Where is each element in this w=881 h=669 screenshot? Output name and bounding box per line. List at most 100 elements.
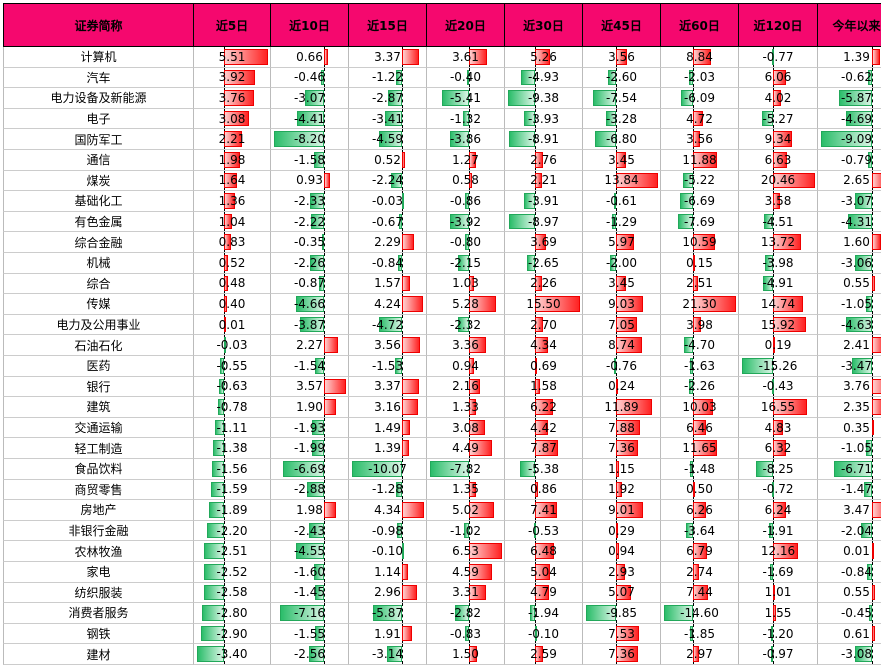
value-cell: 3.31 xyxy=(427,582,505,604)
value-text: -1.28 xyxy=(371,482,404,497)
value-cell: -4.31 xyxy=(818,211,881,233)
data-bar xyxy=(615,522,618,539)
value-text: 1.50 xyxy=(452,647,479,662)
data-bar xyxy=(773,152,787,168)
data-bar xyxy=(401,543,404,559)
data-bar xyxy=(467,69,470,86)
data-bar xyxy=(535,296,580,312)
value-cell: -10.07 xyxy=(349,459,427,480)
data-bar xyxy=(402,378,420,395)
value-cell: -0.03 xyxy=(349,191,427,212)
data-bar xyxy=(771,49,774,65)
value-text: 6.46 xyxy=(686,420,713,435)
data-bar xyxy=(615,378,618,395)
data-bar xyxy=(756,461,774,477)
data-bar xyxy=(391,172,403,189)
value-text: -0.62 xyxy=(840,70,873,85)
data-bar xyxy=(773,172,815,189)
value-cell: -3.98 xyxy=(739,253,818,274)
value-cell: -2.15 xyxy=(427,253,505,274)
value-cell: 2.51 xyxy=(661,273,739,295)
value-text: 2.59 xyxy=(530,647,557,662)
data-bar xyxy=(469,399,476,415)
value-text: 9.01 xyxy=(608,502,635,517)
name-cell: 传媒 xyxy=(3,294,194,315)
value-cell: -2.26 xyxy=(661,376,739,398)
value-text: -7.16 xyxy=(293,605,326,620)
value-text: 15.92 xyxy=(760,317,796,332)
data-bar xyxy=(464,193,470,209)
data-bar xyxy=(765,255,774,271)
value-text: -5.41 xyxy=(449,90,482,105)
value-cell: 1.90 xyxy=(271,397,349,418)
value-text: -1.91 xyxy=(762,523,794,538)
value-text: 11.88 xyxy=(682,152,717,167)
value-cell: -0.86 xyxy=(427,191,505,212)
zero-axis xyxy=(871,520,873,541)
value-text: -7.82 xyxy=(449,461,482,476)
value-cell: -1.32 xyxy=(427,108,505,130)
value-cell: 0.52 xyxy=(194,253,271,274)
value-text: 4.34 xyxy=(530,338,557,353)
value-cell: 1.36 xyxy=(194,191,271,212)
value-cell: -1.54 xyxy=(271,356,349,377)
value-text: 1.27 xyxy=(452,152,479,167)
data-bar xyxy=(224,234,231,250)
zero-axis xyxy=(871,562,873,582)
value-cell: -4.66 xyxy=(271,294,349,315)
value-cell: -0.87 xyxy=(271,273,349,295)
value-text: -4.93 xyxy=(527,70,560,85)
name-cell: 电力及公用事业 xyxy=(3,314,194,336)
value-cell: -4.41 xyxy=(271,108,349,130)
value-cell: 7.36 xyxy=(583,644,661,665)
zero-axis xyxy=(224,417,226,438)
data-bar xyxy=(535,419,548,436)
value-text: -3.07 xyxy=(840,193,873,208)
value-text: -0.63 xyxy=(216,379,248,394)
value-cell: 9.34 xyxy=(739,129,818,150)
value-cell: -1.02 xyxy=(427,520,505,542)
value-cell: 6.46 xyxy=(661,417,739,439)
data-bar xyxy=(209,502,225,518)
data-bar xyxy=(834,461,872,477)
value-text: 3.76 xyxy=(218,90,246,105)
value-text: 5.28 xyxy=(452,296,479,311)
header-text: 近60日 xyxy=(679,18,720,33)
zero-axis xyxy=(469,88,471,108)
value-cell: 1.57 xyxy=(349,273,427,295)
data-bar xyxy=(308,646,325,662)
value-cell: -3.64 xyxy=(661,520,739,542)
data-bar xyxy=(314,625,325,642)
value-cell: 2.29 xyxy=(349,232,427,253)
value-text: -2.26 xyxy=(683,379,716,394)
value-text: 10.03 xyxy=(682,399,717,414)
data-bar xyxy=(688,378,694,395)
value-cell: 4.72 xyxy=(661,108,739,130)
value-cell: 3.76 xyxy=(194,88,271,109)
value-cell: -3.28 xyxy=(583,108,661,130)
data-bar xyxy=(615,502,644,518)
value-cell: 1.98 xyxy=(271,500,349,521)
header-cell: 近30日 xyxy=(505,3,583,47)
value-cell: 11.65 xyxy=(661,438,739,459)
data-bar xyxy=(509,131,536,147)
data-bar xyxy=(204,543,225,559)
value-text: 7.05 xyxy=(608,317,635,332)
value-text: 2.21 xyxy=(218,132,246,147)
zero-axis xyxy=(535,459,537,479)
zero-axis xyxy=(535,520,537,541)
data-bar xyxy=(685,522,694,539)
value-cell: -0.76 xyxy=(583,356,661,377)
data-bar xyxy=(224,255,229,271)
zero-axis xyxy=(615,356,617,376)
value-text: -6.80 xyxy=(605,132,638,147)
data-bar xyxy=(402,296,424,312)
name-text: 非银行金融 xyxy=(68,524,129,539)
data-bar xyxy=(773,193,781,209)
value-cell: 3.45 xyxy=(583,150,661,171)
value-cell: -3.93 xyxy=(505,108,583,130)
header-cell: 近120日 xyxy=(739,3,818,47)
name-cell: 家电 xyxy=(3,562,194,583)
value-cell: 0.19 xyxy=(739,335,818,356)
zero-axis xyxy=(402,314,404,335)
